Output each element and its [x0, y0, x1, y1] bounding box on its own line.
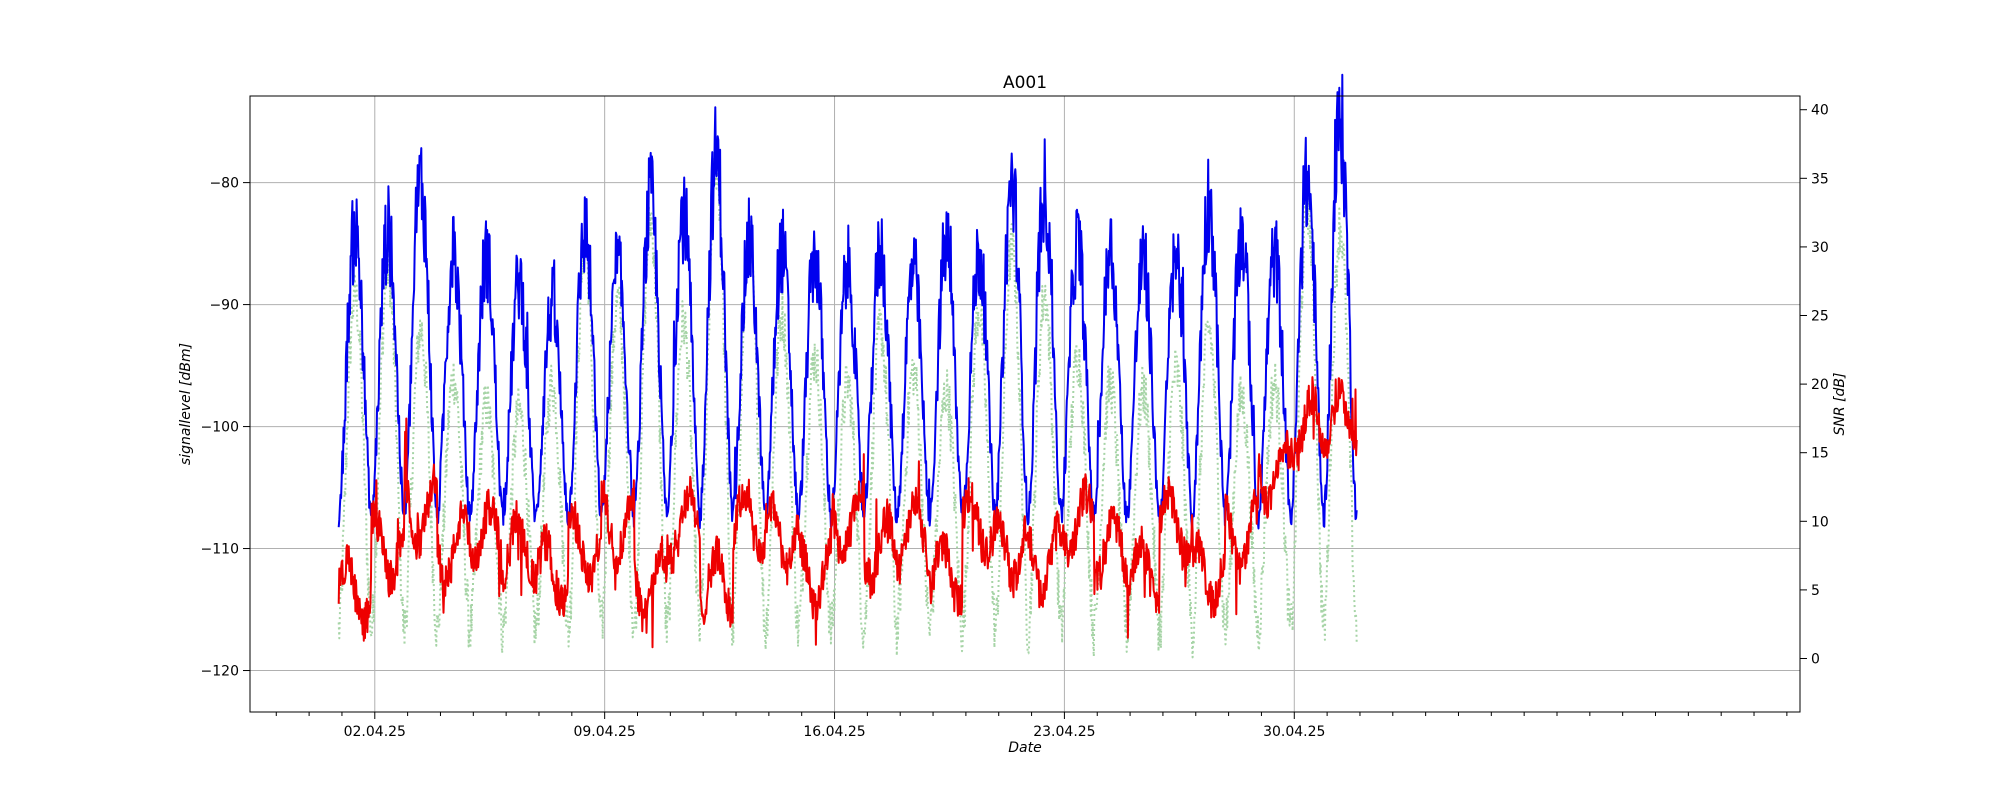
y-axis-left-title: signallevel [dBm]	[178, 343, 194, 465]
y-left-tick-label: −110	[201, 542, 239, 558]
y-right-tick-label: 5	[1811, 583, 1820, 599]
series-signallevel	[337, 73, 1358, 530]
y-left-tick-label: −120	[201, 664, 239, 680]
series-layer	[337, 73, 1358, 659]
chart-title: A001	[1003, 73, 1047, 93]
x-tick-label: 02.04.25	[344, 724, 406, 740]
y-left-tick-label: −90	[209, 298, 239, 314]
y-left-tick-label: −100	[201, 420, 239, 436]
x-tick-label: 30.04.25	[1263, 724, 1325, 740]
x-tick-label: 09.04.25	[573, 724, 635, 740]
series-noise	[337, 376, 1358, 649]
y-axis-right-title: SNR [dB]	[1832, 373, 1848, 436]
y-left-tick-label: −80	[209, 176, 239, 192]
y-right-tick-label: 15	[1811, 446, 1829, 462]
x-tick-label: 23.04.25	[1033, 724, 1095, 740]
tick-layer: 02.04.25 09.04.25 16.04.25 23.04.25 30.04.25…	[201, 103, 1829, 740]
x-tick-label: 16.04.25	[803, 724, 865, 740]
y-right-tick-label: 25	[1811, 309, 1829, 325]
y-right-tick-label: 40	[1811, 103, 1829, 119]
x-axis-title: Date	[1008, 740, 1041, 756]
y-right-tick-label: 20	[1811, 377, 1829, 393]
y-right-tick-label: 35	[1811, 171, 1829, 187]
y-right-tick-label: 10	[1811, 514, 1829, 530]
plot-frame	[249, 95, 1801, 713]
y-right-tick-label: 30	[1811, 240, 1829, 256]
y-right-tick-label: 0	[1811, 651, 1820, 667]
